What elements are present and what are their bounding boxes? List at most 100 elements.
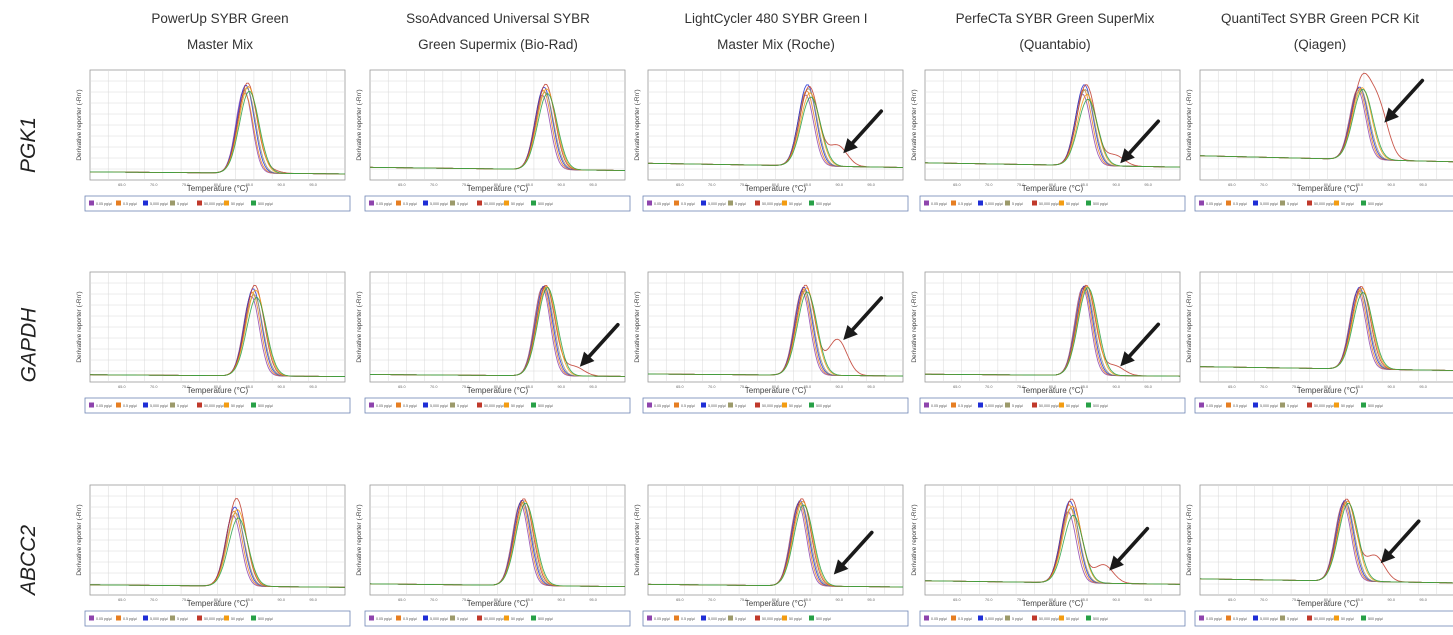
- annotation-arrow-head: [1120, 148, 1135, 164]
- annotation-arrow: [1124, 119, 1161, 159]
- x-axis-label: Temperature (°C): [745, 599, 807, 608]
- x-tick-label: 90.0: [278, 385, 285, 389]
- legend-swatch: [116, 615, 121, 621]
- legend-swatch: [170, 402, 175, 408]
- legend-swatch: [423, 615, 428, 621]
- legend-label: 50,000 pg/µl: [1039, 404, 1059, 408]
- x-tick-label: 65.0: [398, 385, 405, 389]
- legend-swatch: [809, 402, 814, 408]
- x-tick-label: 65.0: [1228, 598, 1235, 602]
- melt-curve-panel-abcc2-3: Derivative reporter (-Rn') 65.0 70.0 75.0 80…: [634, 484, 909, 627]
- legend-swatch: [369, 615, 374, 621]
- legend-swatch: [924, 402, 929, 408]
- legend-swatch: [1032, 200, 1037, 206]
- legend-label: 0.05 pg/µl: [654, 202, 670, 206]
- x-tick-label: 80.0: [1049, 183, 1056, 187]
- annotation-arrow-head: [579, 351, 595, 367]
- x-tick-label: 85.0: [526, 385, 533, 389]
- x-tick-label: 90.0: [1113, 183, 1120, 187]
- x-tick-label: 75.0: [1017, 385, 1024, 389]
- legend-label: 500 pg/µl: [538, 202, 553, 206]
- legend-label: 50,000 pg/µl: [1314, 202, 1334, 206]
- legend-swatch: [477, 200, 482, 206]
- legend-label: 0.5 pg/µl: [123, 617, 137, 621]
- legend-swatch: [1334, 200, 1339, 206]
- x-tick-label: 85.0: [804, 385, 811, 389]
- x-tick-label: 85.0: [246, 183, 253, 187]
- x-tick-label: 75.0: [1017, 598, 1024, 602]
- x-tick-label: 70.0: [708, 598, 715, 602]
- legend-box: [364, 195, 631, 212]
- legend-swatch: [1005, 402, 1010, 408]
- legend-swatch: [978, 615, 983, 621]
- legend-label: 0.5 pg/µl: [681, 404, 695, 408]
- legend-label: 50,000 pg/µl: [762, 202, 782, 206]
- x-tick-label: 90.0: [1113, 598, 1120, 602]
- column-header-line1: LightCycler 480 SYBR Green I: [684, 11, 868, 26]
- x-tick-label: 65.0: [118, 385, 125, 389]
- legend-swatch: [116, 200, 121, 206]
- x-axis-label: Temperature (°C): [467, 386, 529, 395]
- x-axis-label: Temperature (°C): [467, 184, 529, 193]
- y-axis-label: Derivative reporter (-Rn'): [356, 504, 363, 575]
- legend-swatch: [89, 200, 94, 206]
- y-axis-label: Derivative reporter (-Rn'): [634, 504, 641, 575]
- melt-curve-panel-gapdh-1: Derivative reporter (-Rn') 65.0 70.0 75.0 80…: [76, 271, 351, 414]
- legend-label: 0.05 pg/µl: [931, 617, 947, 621]
- y-axis-label: Derivative reporter (-Rn'): [76, 291, 83, 362]
- legend-box: [642, 195, 909, 212]
- x-tick-label: 75.0: [182, 598, 189, 602]
- legend-swatch: [143, 615, 148, 621]
- x-tick-label: 90.0: [1388, 598, 1395, 602]
- legend-label: 500 pg/µl: [816, 617, 831, 621]
- legend-label: 500 pg/µl: [1093, 617, 1108, 621]
- y-axis-label: Derivative reporter (-Rn'): [634, 89, 641, 160]
- legend-label: 50,000 pg/µl: [762, 404, 782, 408]
- legend-swatch: [1005, 200, 1010, 206]
- x-tick-label: 85.0: [246, 598, 253, 602]
- x-tick-label: 75.0: [462, 598, 469, 602]
- x-axis-label: Temperature (°C): [745, 386, 807, 395]
- melt-curve-line: [1199, 502, 1453, 584]
- x-tick-label: 75.0: [1292, 598, 1299, 602]
- x-tick-label: 90.0: [558, 598, 565, 602]
- column-header-line2: Green Supermix (Bio-Rad): [418, 37, 578, 52]
- legend-label: 50,000 pg/µl: [762, 617, 782, 621]
- legend-label: 0.5 pg/µl: [403, 404, 417, 408]
- x-tick-label: 85.0: [526, 598, 533, 602]
- legend-swatch: [1226, 200, 1231, 206]
- legend-label: 0.5 pg/µl: [681, 202, 695, 206]
- legend-label: 50,000 pg/µl: [204, 617, 224, 621]
- x-axis-label: Temperature (°C): [467, 599, 529, 608]
- legend-box: [919, 610, 1186, 627]
- legend-swatch: [251, 200, 256, 206]
- x-tick-label: 75.0: [182, 183, 189, 187]
- x-tick-label: 70.0: [1260, 598, 1267, 602]
- x-tick-label: 65.0: [118, 183, 125, 187]
- annotation-arrow: [847, 109, 884, 149]
- y-axis-label: Derivative reporter (-Rn'): [1186, 291, 1193, 362]
- melt-curve-line: [925, 287, 1181, 377]
- legend-swatch: [531, 402, 536, 408]
- legend-label: 50,000 pg/µl: [204, 202, 224, 206]
- legend-label: 0.5 pg/µl: [123, 202, 137, 206]
- legend-label: 50,000 pg/µl: [1314, 617, 1334, 621]
- legend-label: 0.5 pg/µl: [123, 404, 137, 408]
- x-tick-label: 80.0: [494, 598, 501, 602]
- legend-label: 5,000 pg/µl: [708, 404, 726, 408]
- legend-label: 50 pg/µl: [511, 202, 524, 206]
- legend-label: 500 pg/µl: [538, 404, 553, 408]
- legend-swatch: [1361, 200, 1366, 206]
- legend-box: [84, 195, 351, 212]
- legend-label: 5 pg/µl: [1012, 202, 1023, 206]
- legend-label: 5,000 pg/µl: [1260, 202, 1278, 206]
- annotation-arrow: [1388, 78, 1425, 118]
- x-tick-label: 70.0: [708, 385, 715, 389]
- legend-swatch: [504, 402, 509, 408]
- legend-box: [1194, 610, 1453, 627]
- melt-curve-line: [370, 93, 625, 171]
- legend-label: 0.05 pg/µl: [96, 617, 112, 621]
- legend-swatch: [951, 615, 956, 621]
- x-tick-label: 90.0: [1113, 385, 1120, 389]
- legend-swatch: [924, 615, 929, 621]
